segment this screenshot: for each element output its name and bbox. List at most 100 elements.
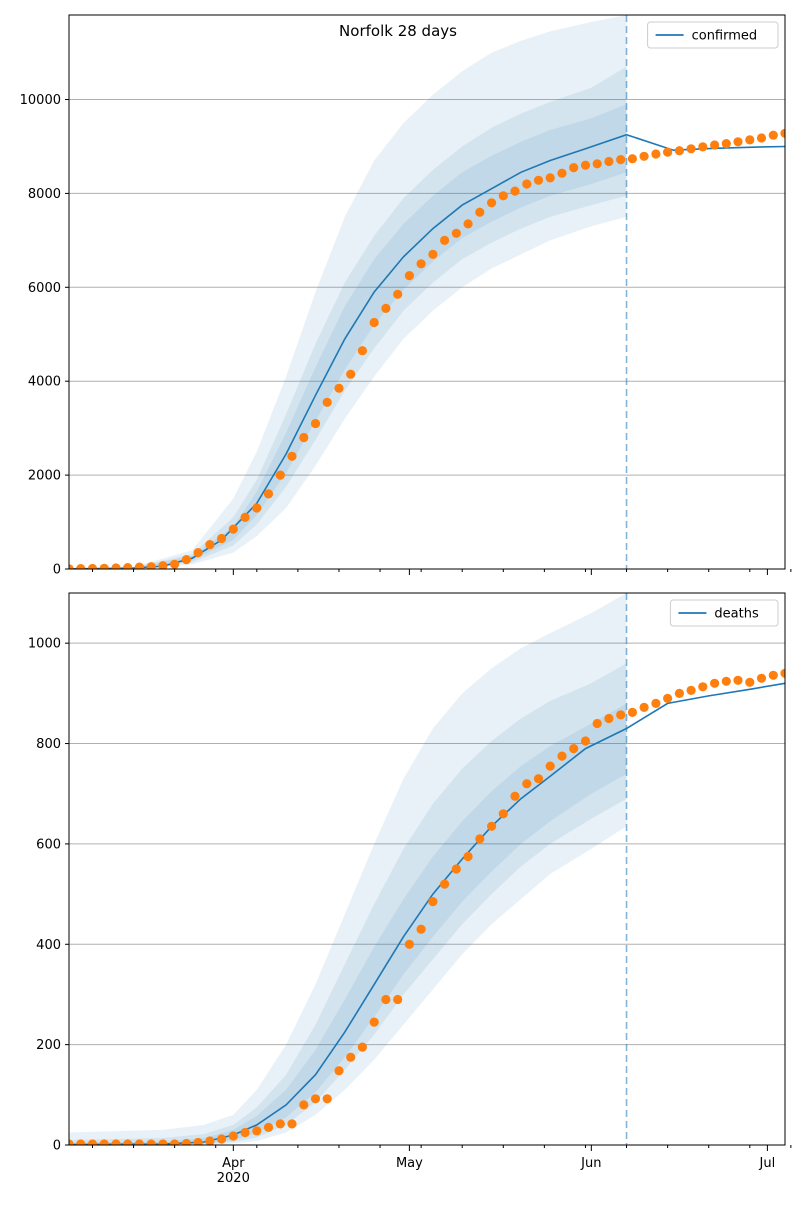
confirmed-observed-point xyxy=(217,533,227,544)
deaths-observed-point xyxy=(686,685,696,696)
deaths-observed-point xyxy=(240,1127,250,1138)
deaths-legend: deaths xyxy=(669,599,779,627)
deaths-observed-point xyxy=(111,1139,121,1145)
confirmed-observed-point xyxy=(487,198,497,208)
deaths-observed-point xyxy=(733,675,743,685)
deaths-observed-point xyxy=(252,1126,262,1136)
confirmed-observed-point xyxy=(287,451,297,461)
confirmed-y-tick-label: 4000 xyxy=(28,375,61,390)
confirmed-observed-point xyxy=(428,249,438,259)
deaths-observed-point xyxy=(322,1094,332,1104)
deaths-observed-point xyxy=(721,676,731,686)
confirmed-observed-point xyxy=(134,562,144,569)
confirmed-observed-point xyxy=(181,555,191,565)
deaths-observed-point xyxy=(146,1139,156,1145)
deaths-observed-point xyxy=(181,1138,191,1145)
confirmed-observed-point xyxy=(158,561,168,569)
deaths-observed-point xyxy=(639,702,649,713)
deaths-observed-point xyxy=(193,1137,203,1145)
confirmed-uncertainty-band xyxy=(69,104,627,569)
confirmed-observed-point xyxy=(228,524,238,534)
deaths-observed-point xyxy=(299,1100,309,1110)
deaths-legend-label: deaths xyxy=(714,607,759,622)
x-tick-label: Apr xyxy=(222,1156,245,1171)
confirmed-observed-point xyxy=(580,160,591,170)
deaths-y-tick-label: 1000 xyxy=(28,637,61,652)
deaths-y-tick-label: 200 xyxy=(36,1038,61,1053)
deaths-observed-point xyxy=(487,821,497,831)
confirmed-observed-point xyxy=(322,397,332,407)
deaths-observed-point xyxy=(451,864,461,874)
confirmed-observed-point xyxy=(745,135,755,145)
deaths-observed-point xyxy=(522,779,532,789)
deaths-observed-point xyxy=(76,1139,86,1145)
confirmed-observed-point xyxy=(252,503,262,513)
confirmed-observed-point xyxy=(768,130,778,140)
deaths-observed-point xyxy=(369,1017,379,1027)
confirmed-y-tick-label: 2000 xyxy=(28,469,61,484)
confirmed-observed-point xyxy=(522,179,532,189)
confirmed-observed-point xyxy=(663,147,673,157)
confirmed-observed-point xyxy=(451,228,461,238)
confirmed-observed-point xyxy=(616,155,626,165)
confirmed-observed-point xyxy=(393,289,403,299)
deaths-observed-point xyxy=(170,1139,180,1145)
confirmed-observed-point xyxy=(334,383,344,393)
confirmed-y-tick-label: 0 xyxy=(53,563,61,578)
confirmed-legend-label: confirmed xyxy=(692,29,758,44)
deaths-panel: 0 200 400 600 800 1000 Apr May Jun Jul 2020 deaths xyxy=(28,592,792,1186)
confirmed-observed-point xyxy=(299,432,309,443)
deaths-observed-point xyxy=(616,710,626,720)
deaths-observed-point xyxy=(780,668,785,678)
deaths-observed-point xyxy=(69,1139,74,1145)
chart-title: Norfolk 28 days xyxy=(339,22,457,40)
deaths-observed-point xyxy=(545,761,555,771)
deaths-observed-point xyxy=(475,834,485,844)
deaths-observed-point xyxy=(698,682,708,692)
deaths-observed-point xyxy=(381,994,391,1005)
deaths-observed-point xyxy=(346,1052,356,1062)
confirmed-observed-point xyxy=(369,317,379,328)
confirmed-observed-point xyxy=(463,219,473,229)
confirmed-observed-point xyxy=(557,168,567,178)
x-tick-label: May xyxy=(396,1156,423,1171)
confirmed-uncertainty-band xyxy=(69,15,627,569)
confirmed-observed-point xyxy=(627,154,638,164)
deaths-y-tick-label: 800 xyxy=(36,737,61,752)
confirmed-legend: confirmed xyxy=(647,21,779,49)
deaths-observed-point xyxy=(217,1134,227,1144)
confirmed-observed-point xyxy=(510,186,520,196)
deaths-uncertainty-band xyxy=(69,663,627,1145)
confirmed-observed-point xyxy=(310,418,321,429)
confirmed-observed-point xyxy=(545,173,555,183)
deaths-observed-point xyxy=(557,751,567,761)
confirmed-observed-point xyxy=(639,151,649,161)
deaths-uncertainty-band xyxy=(69,703,627,1145)
confirmed-observed-point xyxy=(604,156,614,167)
confirmed-observed-point xyxy=(533,175,544,185)
deaths-observed-point xyxy=(310,1094,321,1104)
confirmed-observed-point xyxy=(592,159,602,169)
confirmed-observed-point xyxy=(404,271,414,281)
confirmed-observed-point xyxy=(123,563,133,569)
deaths-observed-point xyxy=(663,693,673,704)
confirmed-plot-area xyxy=(69,15,785,569)
confirmed-observed-point xyxy=(146,562,156,569)
confirmed-observed-point xyxy=(721,139,731,149)
confirmed-observed-point xyxy=(780,128,785,138)
confirmed-observed-point xyxy=(674,146,685,156)
deaths-observed-point xyxy=(710,678,720,688)
deaths-observed-point xyxy=(404,939,414,949)
deaths-observed-point xyxy=(651,698,661,709)
deaths-observed-point xyxy=(756,673,767,683)
confirmed-observed-point xyxy=(275,470,285,480)
deaths-plot-area xyxy=(69,593,785,1145)
confirmed-observed-point xyxy=(76,564,86,569)
x-tick-label: Jun xyxy=(580,1156,601,1171)
x-tick-label: Jul xyxy=(759,1156,776,1171)
confirmed-uncertainty-band xyxy=(69,66,627,569)
deaths-observed-point xyxy=(275,1119,285,1129)
deaths-observed-point xyxy=(510,791,520,801)
deaths-axes-frame xyxy=(68,592,786,1146)
